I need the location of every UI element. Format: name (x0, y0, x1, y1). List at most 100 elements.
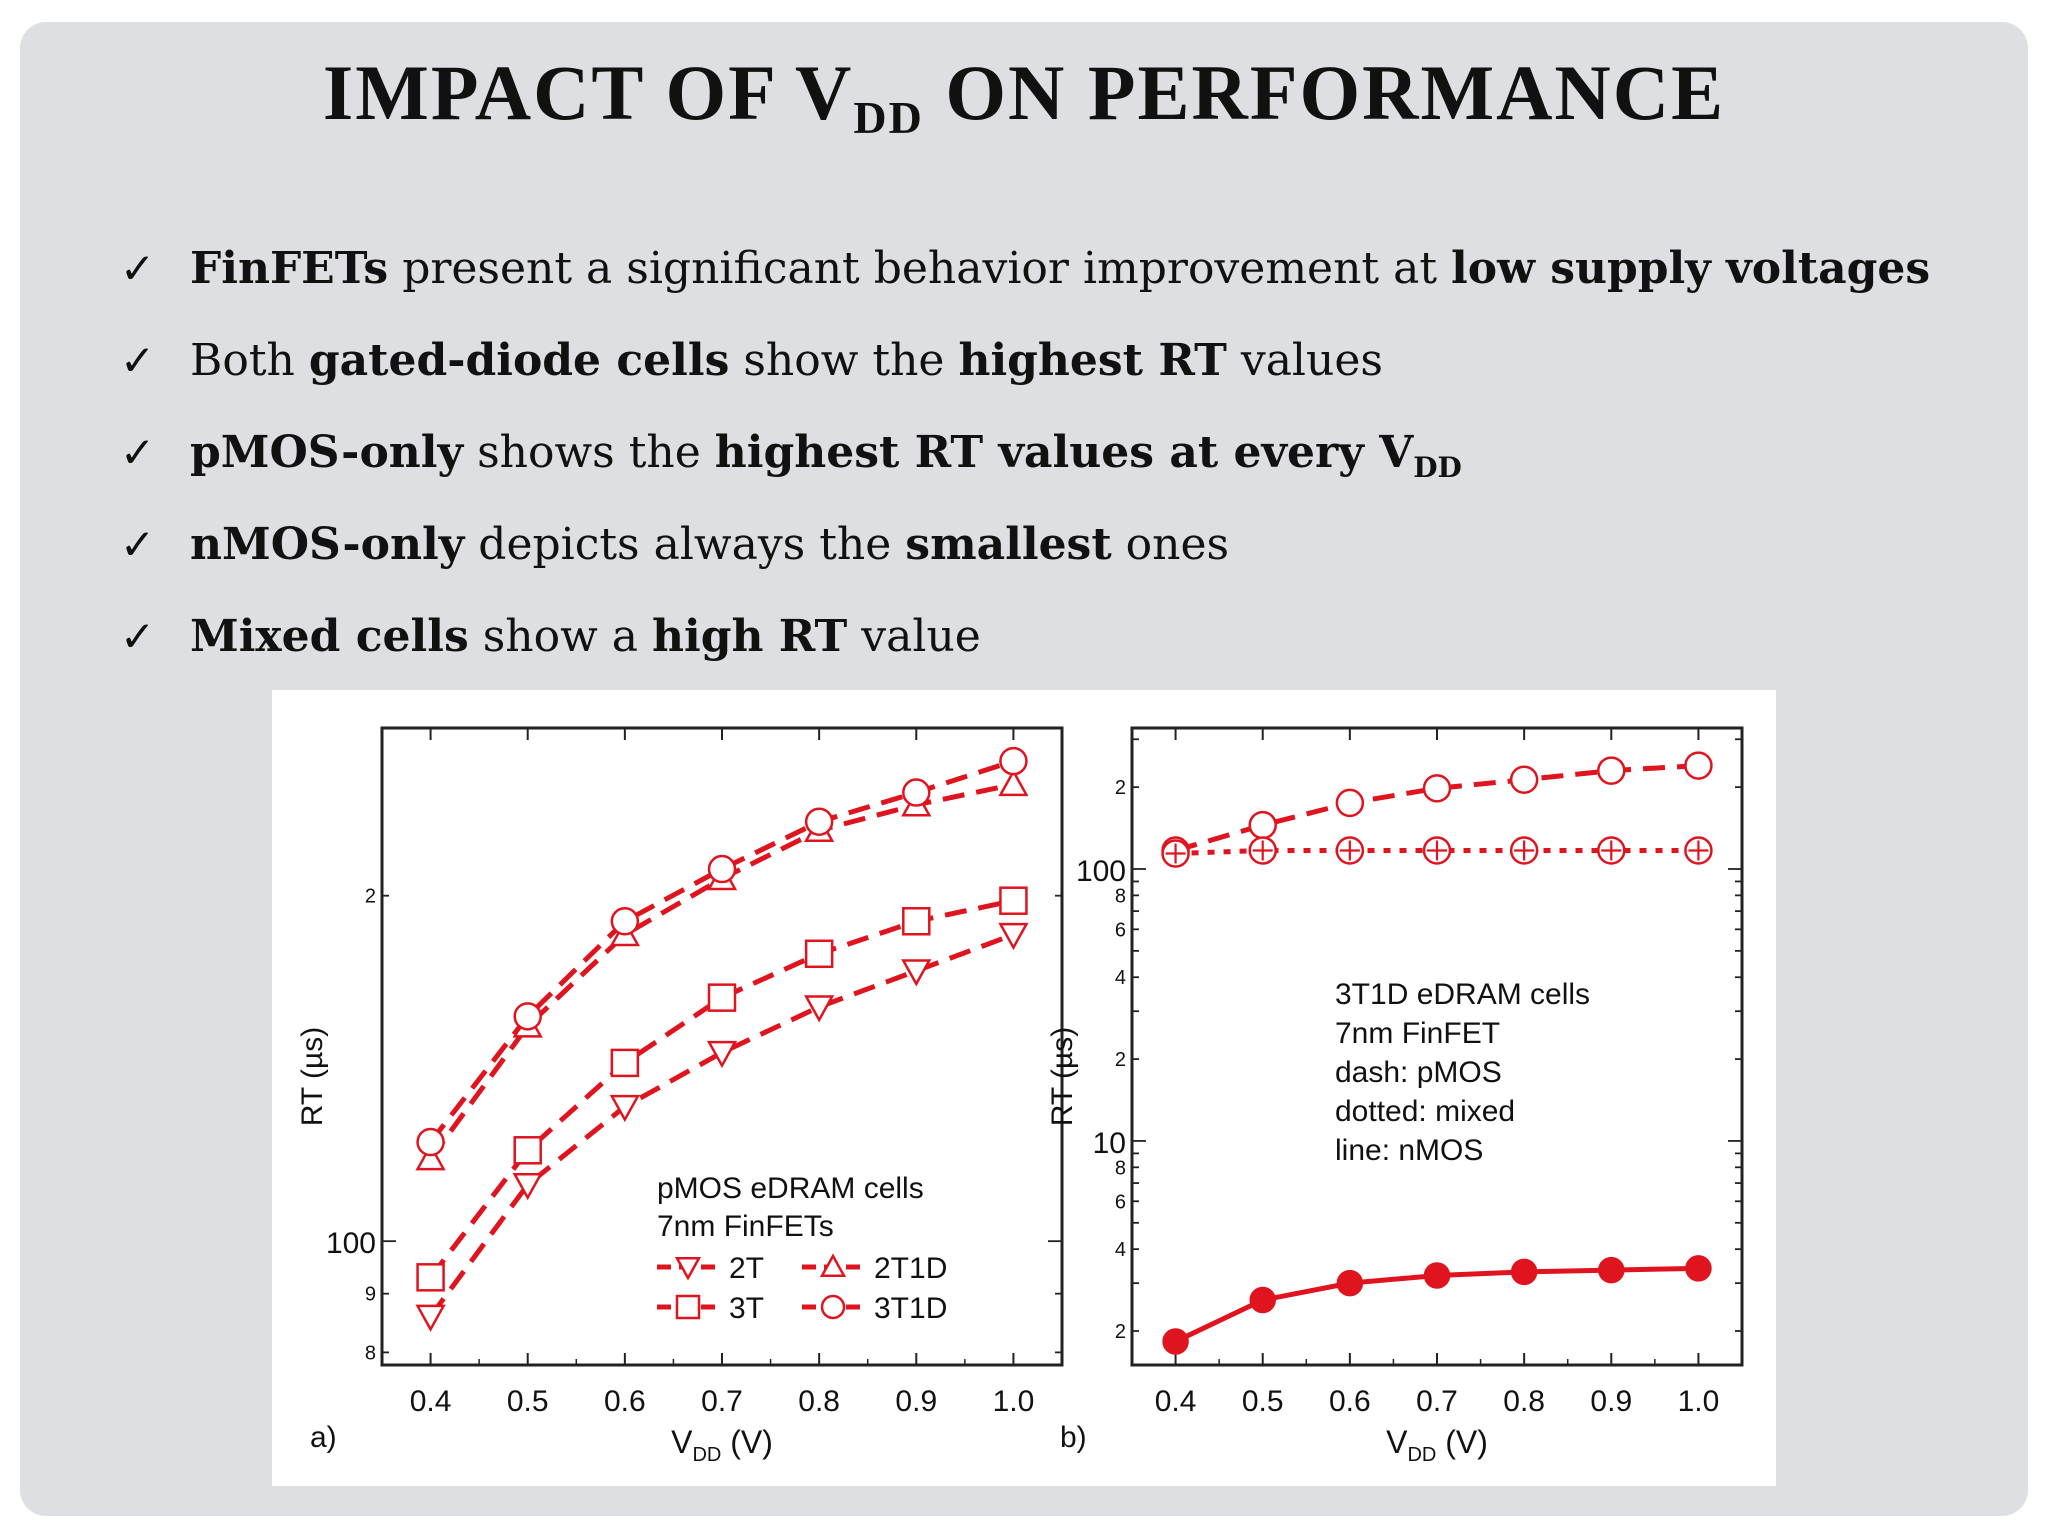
bullet-text: smallest (905, 519, 1112, 570)
check-icon: ✓ (120, 336, 156, 385)
data-point (804, 807, 834, 836)
y-tick-label: 4 (1115, 967, 1126, 989)
legend-label: 2T (729, 1252, 764, 1285)
y-tick-label: 6 (1115, 1191, 1126, 1213)
bullet-text: nMOS-only (190, 519, 465, 570)
chart-figure: 0.4 0.5 0.6 0.7 0.8 0.9 1.0 100 2 9 8 RT (µs) VDD (V… (296, 726, 1744, 1466)
data-point (1248, 810, 1277, 840)
data-point (1162, 1328, 1189, 1355)
legend-label: 3T1D (874, 1292, 947, 1325)
data-point (609, 1094, 640, 1123)
y-tick-label: 2 (365, 886, 376, 908)
data-point (1423, 1262, 1451, 1289)
y-tick-label: 4 (1115, 1239, 1126, 1261)
legend-marker (675, 1294, 701, 1320)
y-tick-label: 2 (1115, 777, 1126, 799)
x-tick-label: 0.6 (1329, 1385, 1371, 1418)
bullet-text: gated-diode cells (308, 335, 730, 386)
data-point (1685, 1255, 1712, 1282)
data-point (707, 983, 737, 1012)
x-tick-label: 0.4 (1155, 1385, 1197, 1418)
data-point (610, 907, 640, 936)
check-icon: ✓ (120, 612, 156, 661)
data-point (804, 939, 834, 969)
data-point (415, 1143, 446, 1171)
data-point (1422, 836, 1452, 865)
bullet-item: ✓ Mixed cells show a high RT value (120, 596, 1960, 688)
legend-marker (819, 1253, 847, 1278)
bullet-text: shows the (463, 427, 715, 478)
x-tick-label: 0.8 (1503, 1385, 1545, 1418)
bullet-text: present a significant behavior improveme… (388, 243, 1451, 294)
data-point (1335, 836, 1365, 865)
data-point (416, 1127, 445, 1157)
data-point (1509, 836, 1539, 865)
y-tick-label: 10 (1093, 1127, 1126, 1160)
data-point (999, 886, 1028, 915)
y-tick-label: 100 (1076, 855, 1126, 888)
legend-label: 3T (729, 1292, 764, 1325)
data-point (1510, 1258, 1538, 1286)
figure-panel: 0.4 0.5 0.6 0.7 0.8 0.9 1.0 100 2 9 8 RT (µs) VDD (V… (272, 690, 1776, 1486)
data-point (1248, 836, 1277, 865)
legend-marker (674, 1256, 702, 1281)
data-point (706, 1040, 738, 1069)
bullet-text: pMOS-only (190, 427, 464, 478)
chart-annotation: 3T1D eDRAM cells (1335, 978, 1590, 1011)
data-point (1597, 836, 1626, 865)
bullet-list: ✓ FinFETs present a significant behavior … (120, 228, 1960, 688)
chart-annotation: dash: pMOS (1335, 1056, 1502, 1089)
data-point (1161, 839, 1190, 868)
bullet-text: show a (468, 611, 652, 662)
bullet-item: ✓ nMOS-only depicts always the smallest o… (120, 504, 1960, 596)
y-tick-label: 2 (1115, 1321, 1126, 1343)
title-rest: ON PERFORMANCE (923, 49, 1726, 136)
bullet-text: highest RT values at every V (714, 427, 1414, 478)
check-icon: ✓ (120, 244, 156, 293)
y-tick-label: 6 (1115, 919, 1126, 941)
data-point (902, 907, 931, 936)
bullet-text: values (1226, 335, 1383, 386)
y-tick-label: 9 (365, 1284, 376, 1306)
bullet-text: show the (729, 335, 959, 386)
bullet-text: FinFETs (190, 243, 389, 294)
x-tick-label: 0.5 (1242, 1385, 1284, 1418)
data-point (998, 768, 1029, 797)
data-point (1597, 756, 1626, 785)
data-point (513, 1136, 542, 1165)
x-tick-label: 0.8 (798, 1385, 840, 1418)
chart-annotation: pMOS eDRAM cells (657, 1172, 924, 1205)
data-point (804, 995, 835, 1023)
y-tick-label: 2 (1115, 1049, 1126, 1071)
data-point (610, 1048, 640, 1078)
chart-annotation: 7nm FinFET (1335, 1017, 1500, 1050)
data-point (707, 854, 737, 884)
x-axis-label: VDD (V) (671, 1424, 773, 1466)
bullet-text: ones (1111, 519, 1230, 570)
bullet-text: depicts always the (464, 519, 906, 570)
x-tick-label: 1.0 (993, 1385, 1035, 1418)
title-subscript: DD (853, 92, 924, 143)
x-axis-label: VDD (V) (1386, 1424, 1488, 1466)
x-tick-label: 0.9 (1590, 1385, 1632, 1418)
bullet-item: ✓ FinFETs present a significant behavior … (120, 228, 1960, 320)
data-point (901, 959, 932, 987)
y-tick-label: 8 (1115, 1157, 1126, 1179)
data-point (415, 1304, 446, 1332)
check-icon: ✓ (120, 428, 156, 477)
y-axis-label: RT (µs) (296, 1027, 329, 1127)
chart-annotation: 7nm FinFETs (657, 1210, 834, 1243)
x-tick-label: 0.7 (1416, 1385, 1458, 1418)
chart-annotation: line: nMOS (1335, 1134, 1483, 1167)
data-point (998, 922, 1029, 951)
y-axis-label: RT (µs) (1046, 1027, 1079, 1127)
bullet-text: Both (190, 335, 309, 386)
data-point (1509, 765, 1539, 794)
slide-title: IMPACT OF VDD ON PERFORMANCE (0, 48, 2048, 144)
panel-label: a) (310, 1421, 337, 1454)
data-point (1684, 751, 1713, 780)
x-tick-label: 0.4 (410, 1385, 452, 1418)
data-point (1598, 1256, 1625, 1284)
data-point (512, 1173, 543, 1201)
bullet-item: ✓ Both gated-diode cells show the highest… (120, 320, 1960, 412)
